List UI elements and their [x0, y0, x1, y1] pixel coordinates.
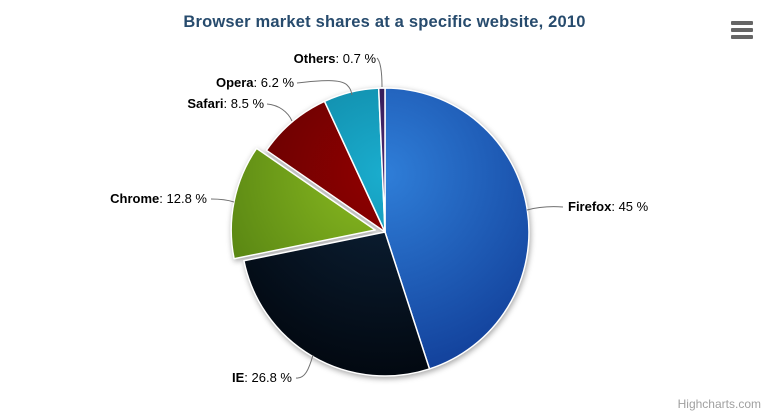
hamburger-icon — [730, 21, 754, 39]
pie-label-ie: IE: 26.8 % — [232, 370, 292, 385]
pie-label-opera: Opera: 6.2 % — [216, 75, 294, 90]
label-connector-opera — [296, 80, 353, 96]
chart-title: Browser market shares at a specific webs… — [183, 13, 586, 31]
label-connector-others — [376, 57, 383, 88]
pie-label-safari: Safari: 8.5 % — [187, 96, 264, 111]
label-connector-firefox — [526, 206, 564, 211]
highcharts-credits-link[interactable]: Highcharts.com — [677, 397, 761, 411]
label-connector-chrome — [210, 198, 235, 203]
pie-label-chrome: Chrome: 12.8 % — [110, 191, 207, 206]
label-connector-safari — [266, 103, 293, 122]
pie-label-firefox: Firefox: 45 % — [568, 199, 649, 214]
pie-label-others: Others: 0.7 % — [294, 51, 377, 66]
pie-slice-others[interactable] — [377, 87, 386, 233]
context-menu-button[interactable] — [730, 21, 754, 41]
pie-slice-chrome[interactable] — [230, 147, 376, 260]
label-connector-ie — [295, 354, 314, 379]
